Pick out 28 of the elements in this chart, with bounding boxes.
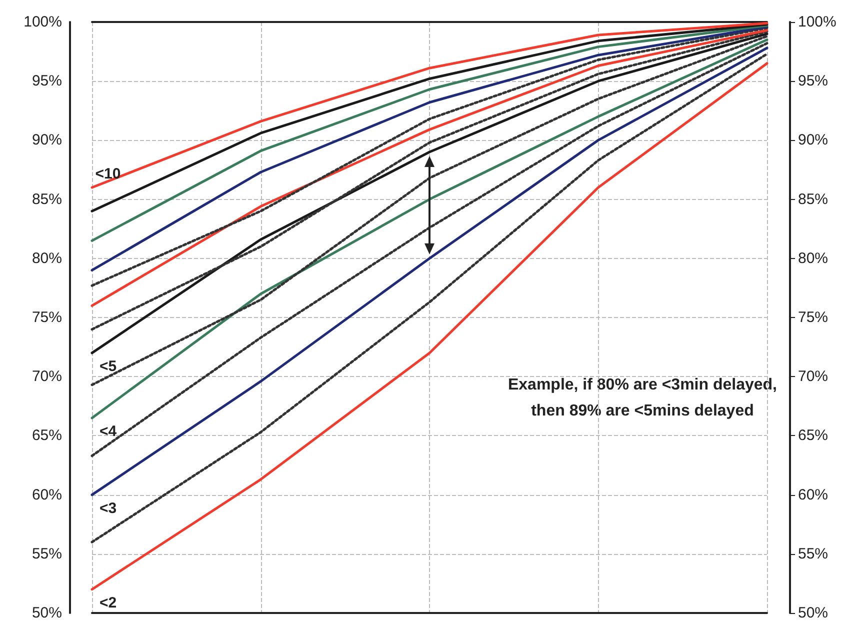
- y-tick-label: 65%: [32, 427, 62, 444]
- y-tick-label: 55%: [32, 545, 62, 562]
- y2-tick-label: 55%: [798, 545, 828, 562]
- y2-tick-label: 60%: [798, 486, 828, 504]
- y2-tick-label: 100%: [798, 14, 836, 30]
- series-label: <10: [95, 165, 121, 182]
- y2-tick-label: 85%: [798, 190, 828, 208]
- y2-tick-label: 70%: [798, 368, 828, 386]
- annotation: Example, if 80% are <3min delayed, then 89% are <5mins delayed: [508, 376, 778, 420]
- y2-tick-label: 90%: [798, 132, 828, 149]
- y2-tick-label: 50%: [798, 604, 828, 622]
- y-tick-label: 85%: [32, 190, 62, 208]
- y-tick-label: 60%: [32, 486, 62, 504]
- y2-tick-label: 95%: [798, 72, 828, 90]
- y-tick-label: 80%: [32, 250, 62, 267]
- y-tick-label: 90%: [32, 132, 62, 149]
- y2-tick-label: 80%: [798, 250, 828, 267]
- series-label: <3: [99, 500, 117, 517]
- series-label: <5: [99, 358, 117, 375]
- y-tick-label: 95%: [32, 72, 62, 90]
- y-tick-label: 70%: [32, 368, 62, 386]
- y-tick-label: 50%: [32, 604, 62, 622]
- series-label: <4: [99, 422, 118, 440]
- y-tick-label: 100%: [24, 14, 62, 30]
- y2-tick-label: 75%: [798, 309, 828, 326]
- series-label: <2: [99, 594, 117, 612]
- y-tick-label: 75%: [32, 309, 62, 326]
- y2-tick-label: 65%: [798, 427, 828, 444]
